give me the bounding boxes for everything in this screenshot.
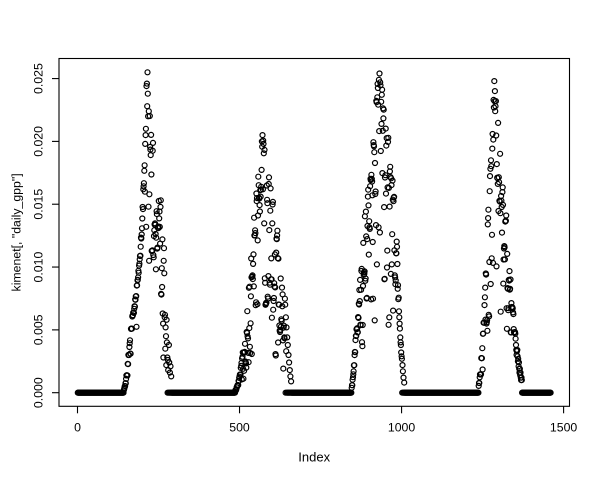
svg-text:kimenet[, "daily_gpp"]: kimenet[, "daily_gpp"] — [10, 173, 24, 291]
svg-text:1500: 1500 — [550, 420, 578, 434]
svg-text:0: 0 — [74, 420, 81, 434]
svg-text:0.020: 0.020 — [32, 126, 46, 157]
svg-text:0.000: 0.000 — [32, 377, 46, 408]
svg-text:0.015: 0.015 — [32, 189, 46, 220]
svg-text:0.025: 0.025 — [32, 63, 46, 94]
svg-text:0.005: 0.005 — [32, 314, 46, 345]
svg-text:Index: Index — [298, 449, 330, 464]
svg-text:0.010: 0.010 — [32, 252, 46, 283]
svg-text:1000: 1000 — [388, 420, 416, 434]
svg-text:500: 500 — [229, 420, 250, 434]
